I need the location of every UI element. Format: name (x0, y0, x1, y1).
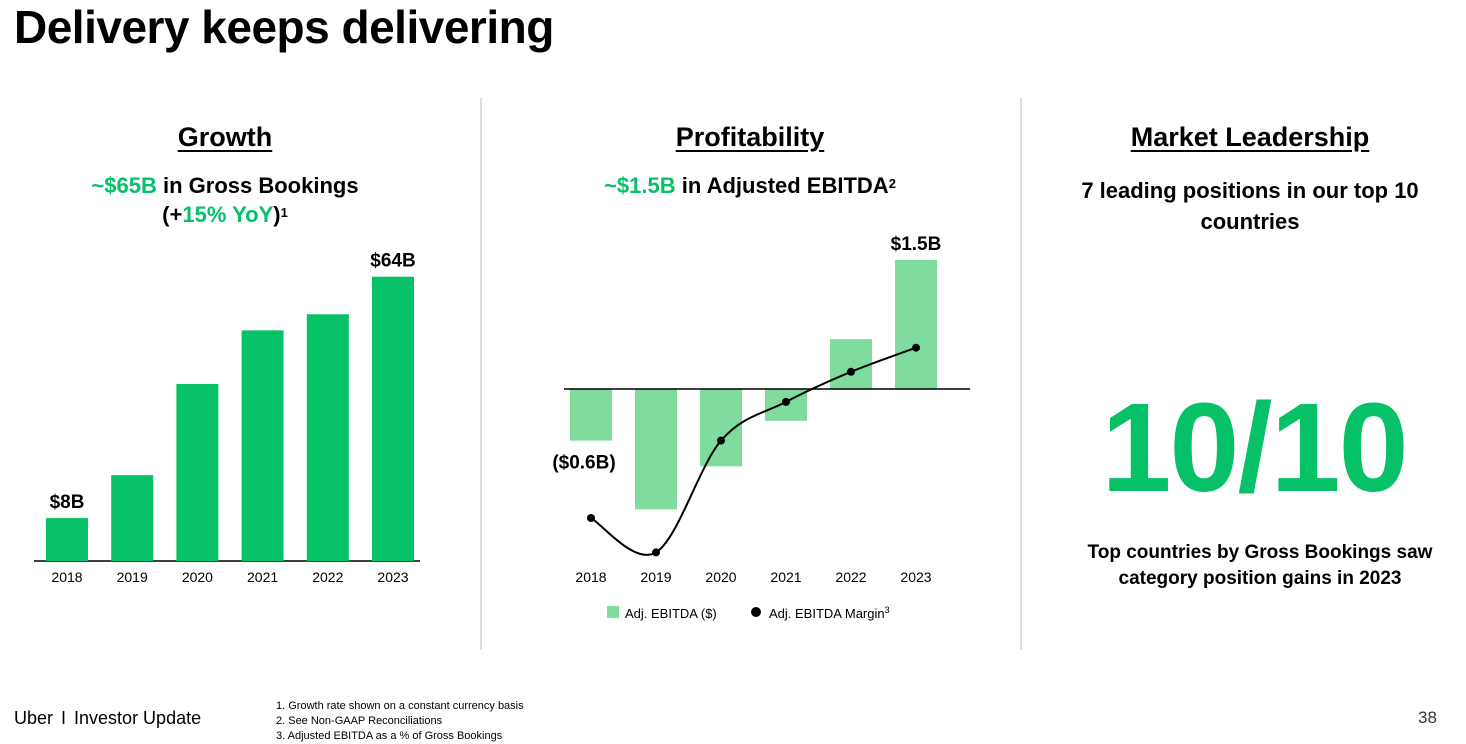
growth-bar-2021 (241, 330, 284, 561)
ebitda-bar-2019 (635, 389, 677, 510)
ebitda-data-label: $1.5B (891, 234, 942, 255)
divider-left (480, 98, 482, 650)
legend-line-swatch (751, 607, 761, 617)
ebitda-footnote-ref: 2 (888, 176, 896, 191)
growth-data-label: $64B (370, 251, 415, 272)
growth-heading: Growth (177, 122, 273, 152)
brand-section: Investor Update (74, 708, 202, 728)
profitability-heading: Profitability (675, 122, 825, 152)
growth-x-tick: 2022 (312, 569, 343, 585)
ebitda-bar-2023 (895, 260, 937, 389)
page-title: Delivery keeps delivering (14, 1, 554, 53)
growth-x-tick: 2023 (377, 569, 408, 585)
growth-bar-2022 (306, 314, 349, 561)
footnotes: 1. Growth rate shown on a constant curre… (276, 699, 524, 744)
divider-right (1020, 98, 1022, 650)
growth-subtitle: ~$65B in Gross Bookings (+15% YoY)1 (60, 171, 390, 229)
legend-line-sup: 3 (885, 605, 890, 615)
legend-bar-label: Adj. EBITDA ($) (625, 606, 717, 621)
growth-x-tick: 2020 (182, 569, 213, 585)
ebitda-margin-point-2018 (587, 514, 595, 522)
growth-bar-2019 (111, 475, 154, 561)
ebitda-x-tick: 2019 (640, 569, 671, 585)
ebitda-x-tick: 2022 (835, 569, 866, 585)
growth-yoy-close: ) (273, 202, 281, 227)
growth-footnote-ref: 1 (280, 205, 288, 220)
ebitda-bar-2018 (570, 389, 612, 441)
footnote-2: 2. See Non-GAAP Reconciliations (276, 715, 443, 727)
ebitda-value: ~$1.5B (604, 173, 676, 198)
ebitda-margin-point-2022 (847, 367, 855, 376)
brand-name: Uber (14, 708, 54, 728)
page-number: 38 (1418, 708, 1437, 727)
ebitda-x-tick: 2018 (575, 569, 606, 585)
footnote-3: 3. Adjusted EBITDA as a % of Gross Booki… (276, 730, 503, 742)
ebitda-x-tick: 2021 (770, 569, 801, 585)
growth-yoy-value: 15% YoY (182, 202, 274, 227)
growth-x-tick: 2021 (247, 569, 278, 585)
ebitda-margin-point-2021 (782, 397, 790, 406)
legend-bar-swatch (607, 606, 619, 618)
growth-yoy-open: (+ (162, 202, 183, 227)
ebitda-bar-2022 (830, 339, 872, 389)
growth-x-tick: 2019 (117, 569, 148, 585)
growth-bar-2018 (46, 518, 88, 561)
ebitda-x-tick: 2020 (705, 569, 736, 585)
ebitda-combo-chart: 2018 2019 2020 2021 2022 2023 ($0.6B) $1.5B Adj.… (552, 234, 970, 621)
ebitda-margin-point-2019 (652, 548, 660, 557)
growth-x-tick: 2018 (51, 569, 82, 585)
footnote-1: 1. Growth rate shown on a constant curre… (276, 700, 524, 712)
growth-bookings-value: ~$65B (91, 173, 157, 198)
footer-brand: Uber I Investor Update (14, 708, 201, 729)
market-caption: Top countries by Gross Bookings saw cate… (1087, 542, 1433, 589)
brand-separator: I (61, 708, 67, 728)
legend-line-label: Adj. EBITDA Margin3 (769, 605, 890, 621)
growth-bar-2020 (176, 384, 219, 561)
market-big-number: 10/10 (1101, 377, 1408, 518)
growth-data-label: $8B (50, 492, 85, 513)
ebitda-text: in Adjusted EBITDA (675, 173, 889, 198)
market-subtitle: 7 leading positions in our top 10 countr… (1081, 178, 1419, 234)
profitability-subtitle: ~$1.5B in Adjusted EBITDA2 (540, 171, 960, 200)
ebitda-margin-point-2020 (717, 436, 725, 445)
market-heading: Market Leadership (1130, 122, 1370, 152)
growth-bookings-text: in Gross Bookings (156, 173, 359, 198)
ebitda-margin-point-2023 (912, 343, 920, 352)
ebitda-x-tick: 2023 (900, 569, 931, 585)
ebitda-data-label: ($0.6B) (552, 453, 615, 474)
growth-bar-chart: 2018 2019 2020 2021 2022 2023 $8B $64B (34, 251, 420, 585)
growth-bar-2023 (372, 276, 414, 561)
